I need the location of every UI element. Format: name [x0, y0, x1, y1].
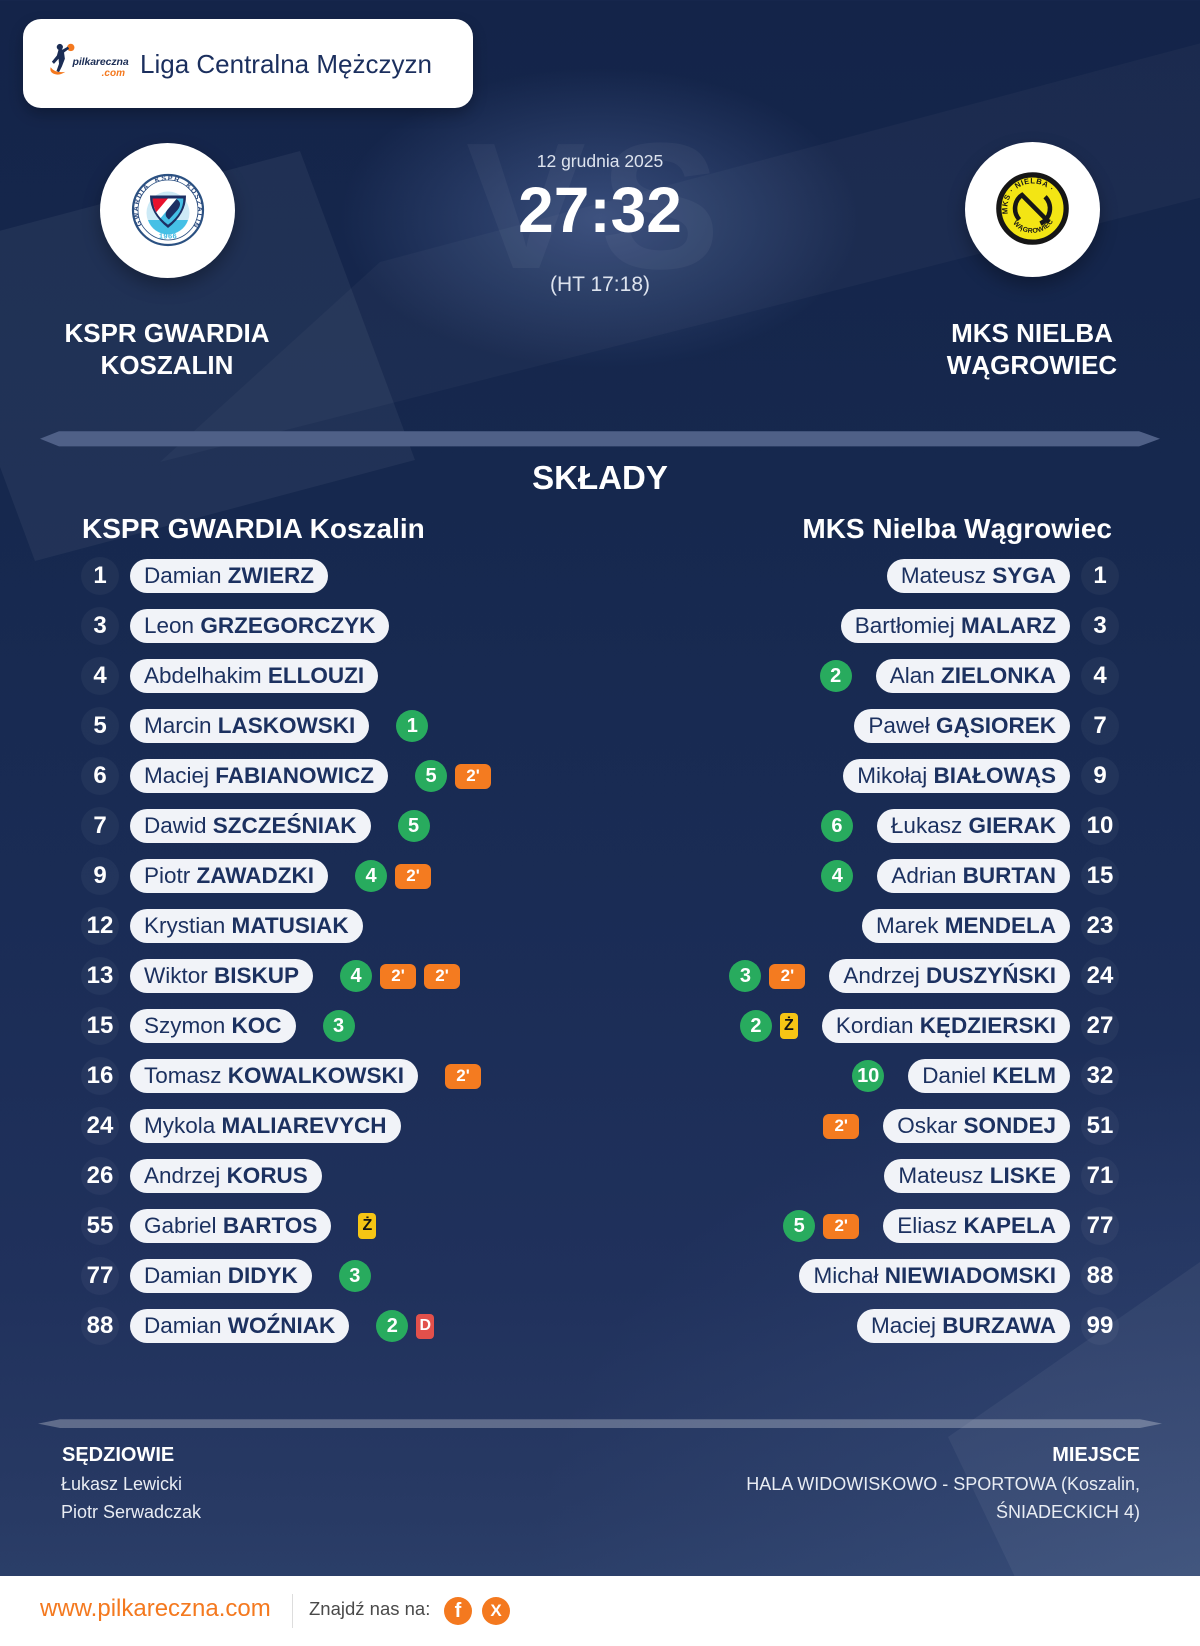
svg-text:.com: .com — [102, 68, 125, 79]
svg-text:pilkareczna: pilkareczna — [72, 56, 129, 68]
svg-text:1966: 1966 — [159, 232, 177, 241]
